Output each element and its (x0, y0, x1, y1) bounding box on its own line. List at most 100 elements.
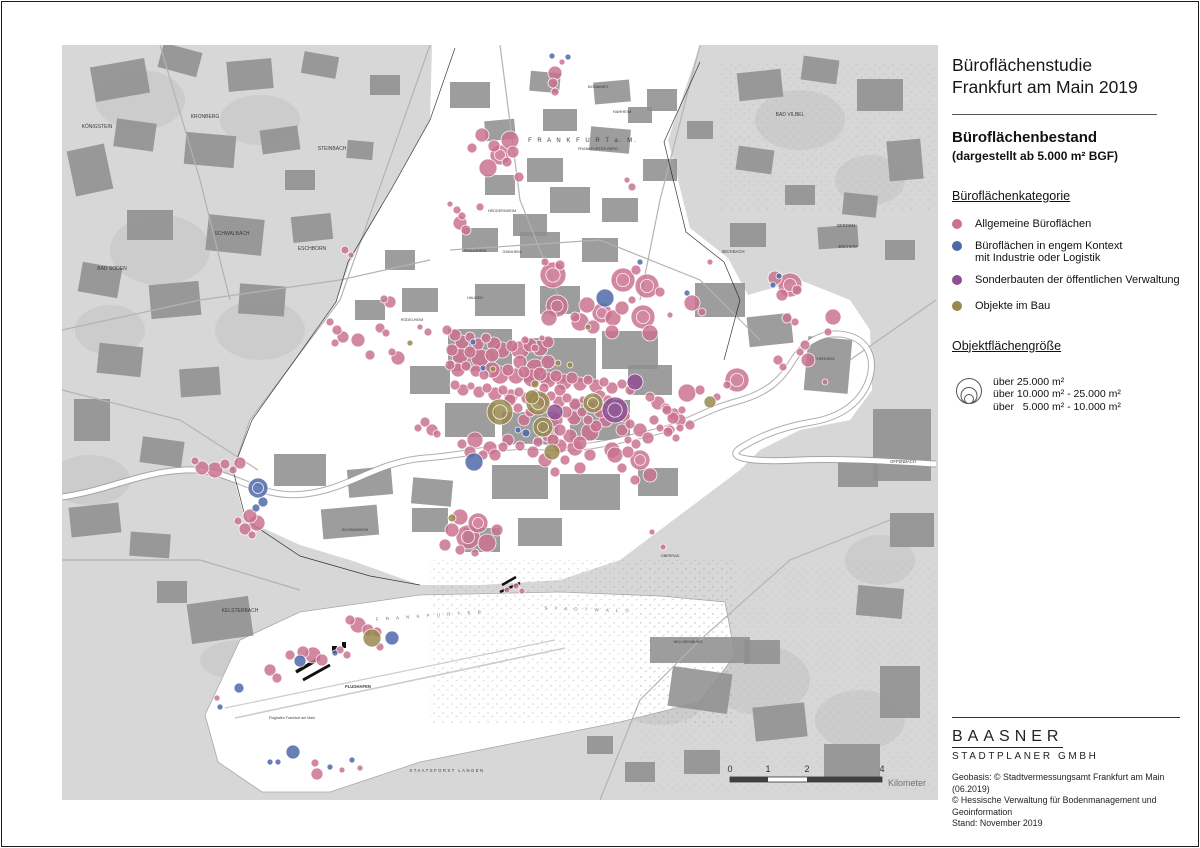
office-bubble (350, 332, 366, 348)
office-bubble (661, 404, 673, 416)
office-bubble (518, 587, 526, 595)
office-bubble (614, 300, 630, 316)
office-bubble (512, 402, 524, 414)
office-bubble (330, 338, 340, 348)
office-bubble (486, 398, 514, 426)
office-bubble (467, 512, 489, 534)
office-bubble (546, 403, 564, 421)
office-bubble (242, 508, 258, 524)
office-bubble (627, 295, 637, 305)
office-bubble (310, 758, 320, 768)
category-color-dot (952, 301, 962, 311)
office-bubble (342, 650, 352, 660)
office-bubble (466, 381, 476, 391)
office-bubble (655, 423, 665, 433)
office-bubble (517, 413, 531, 427)
office-bubble (219, 458, 231, 470)
office-bubble (387, 347, 397, 357)
office-bubble (576, 406, 588, 418)
forest-texture-se (640, 560, 936, 790)
office-bubble (790, 317, 800, 327)
map-label: Flughafen Frankfurt am Main (269, 716, 315, 720)
office-bubble (247, 477, 269, 499)
map-label: SCHWALBACH (214, 231, 249, 237)
map-label: BAD SODEN (97, 266, 127, 272)
scale-tick: 4 (879, 764, 884, 774)
office-bubble (554, 259, 566, 271)
office-bubble (532, 436, 544, 448)
office-bubble (532, 366, 548, 382)
office-bubble (662, 426, 674, 438)
office-bubble (589, 419, 603, 433)
map-panel: KÖNIGSTEIN KRONBERG STEINBACH SCHWALBACH BAD… (62, 45, 938, 800)
office-bubble (490, 523, 504, 537)
office-bubble (526, 445, 540, 459)
office-bubble (564, 53, 572, 61)
river-main (62, 330, 937, 501)
office-bubble (331, 649, 339, 657)
size-legend: über 25.000 m² über 10.000 m² - 25.000 m… (952, 369, 1192, 414)
office-bubble (364, 349, 376, 361)
map-credits: Geobasis: © Stadtvermessungsamt Frankfur… (952, 772, 1184, 830)
office-bubble (331, 324, 343, 336)
office-bubble (582, 414, 594, 426)
office-bubble (595, 288, 615, 308)
office-bubble (569, 311, 581, 323)
size-class-1: über 25.000 m² (993, 375, 1065, 388)
office-bubble (722, 380, 732, 390)
office-bubble (684, 419, 696, 431)
office-bubble (524, 389, 540, 405)
map-label: PRAUNHEIM (464, 249, 487, 253)
office-bubble (677, 383, 697, 403)
office-bubble (517, 365, 531, 379)
office-bubble (384, 630, 400, 646)
office-bubble (703, 395, 717, 409)
office-bubble (478, 369, 490, 381)
office-bubble (506, 145, 520, 159)
office-bubble (584, 323, 592, 331)
office-bubble (548, 52, 556, 60)
office-bubble (213, 694, 221, 702)
office-bubble (605, 381, 619, 395)
office-bubble (348, 756, 356, 764)
map-label: GINNHEIM (503, 250, 522, 254)
map-label: OBERRAD (661, 554, 680, 558)
map-label: RÖDELHEIM (401, 318, 424, 322)
office-bubble (456, 438, 468, 450)
office-bubble (500, 130, 520, 150)
office-bubble (634, 273, 660, 299)
office-bubble (795, 347, 805, 357)
office-bubble (697, 307, 707, 317)
office-bubble (512, 582, 520, 590)
office-bubble (381, 328, 391, 338)
office-bubble (362, 628, 382, 648)
credit-line-3: Stand: November 2019 (952, 818, 1043, 828)
office-bubble (233, 456, 247, 470)
credit-line-1: Geobasis: © Stadtvermessungsamt Frankfur… (952, 772, 1165, 794)
office-bubble (416, 323, 424, 331)
office-bubble (582, 392, 604, 414)
map-label: KELSTERBACH (222, 608, 259, 614)
office-bubble (629, 474, 641, 486)
office-bubble (238, 522, 252, 536)
office-bubble (566, 361, 574, 369)
office-bubble (514, 440, 526, 452)
map-label: SCHWANHEIM (342, 528, 368, 532)
baasner-logo: BAASNER (952, 728, 1064, 748)
map-label: NEU-ISENBURG (673, 640, 702, 644)
office-bubble (641, 324, 659, 342)
map-label: BERGEN (837, 223, 855, 228)
office-bubble (480, 332, 492, 344)
office-bubble (505, 339, 519, 353)
office-bubble (627, 182, 637, 192)
office-bubble (644, 391, 656, 403)
office-bubble (800, 352, 816, 368)
map-label: HAUSEN (467, 296, 483, 300)
title-line1: Büroflächenstudie (952, 55, 1093, 75)
office-bubble (775, 288, 789, 302)
nested-circles-icon (956, 377, 982, 404)
office-bubble (547, 77, 559, 89)
office-bubble (190, 456, 200, 466)
title-line2: Frankfurt am Main 2019 (952, 77, 1138, 97)
office-bubble (666, 311, 674, 319)
